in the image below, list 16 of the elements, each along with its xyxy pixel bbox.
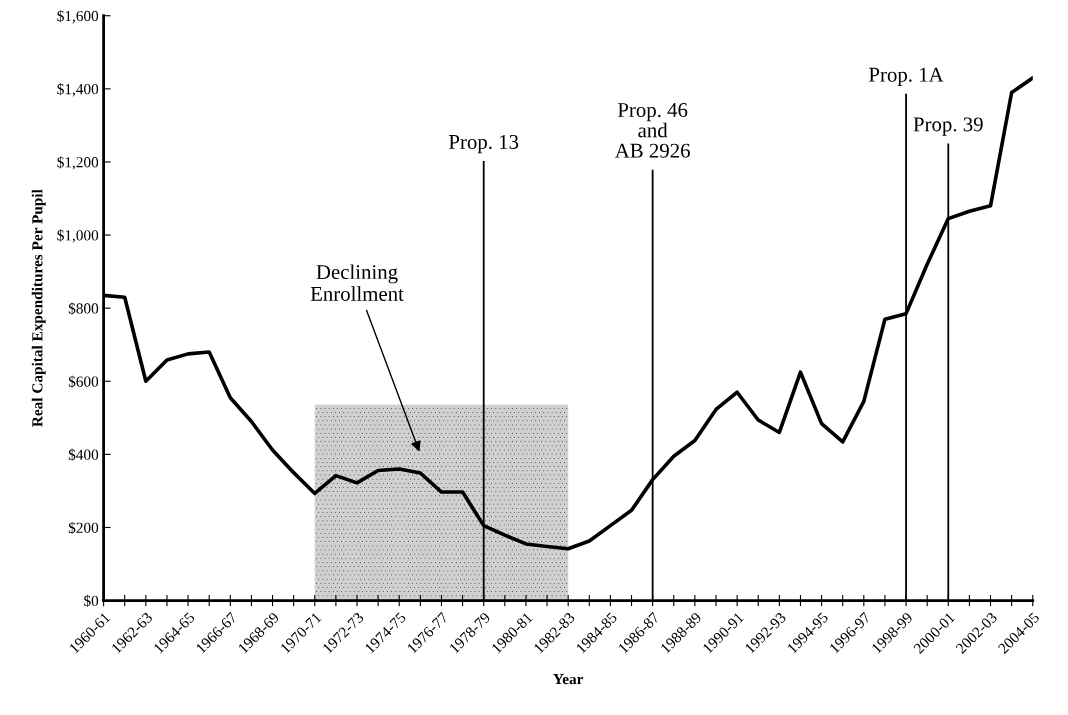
ref-line-label: Prop. 39 bbox=[913, 117, 983, 136]
y-tick-label: $400 bbox=[68, 448, 99, 461]
y-axis-title: Real Capital Expenditures Per Pupil bbox=[31, 189, 46, 427]
y-tick-label: $1,600 bbox=[57, 9, 99, 24]
y-tick-label: $0 bbox=[84, 594, 99, 608]
ref-line-label: Prop. 1A bbox=[869, 67, 944, 86]
ref-line-label: Prop. 46 and AB 2926 bbox=[614, 103, 690, 158]
y-tick-label: $600 bbox=[68, 375, 99, 388]
x-axis-title: Year bbox=[553, 674, 584, 685]
y-tick-label: $1,000 bbox=[57, 229, 99, 243]
y-tick-label: $200 bbox=[68, 521, 99, 534]
y-tick-label: $1,400 bbox=[57, 83, 99, 97]
band-label: Declining Enrollment bbox=[310, 264, 404, 301]
y-tick-label: $800 bbox=[68, 302, 99, 315]
ref-line-label: Prop. 13 bbox=[449, 134, 519, 154]
y-tick-label: $1,200 bbox=[57, 156, 99, 170]
